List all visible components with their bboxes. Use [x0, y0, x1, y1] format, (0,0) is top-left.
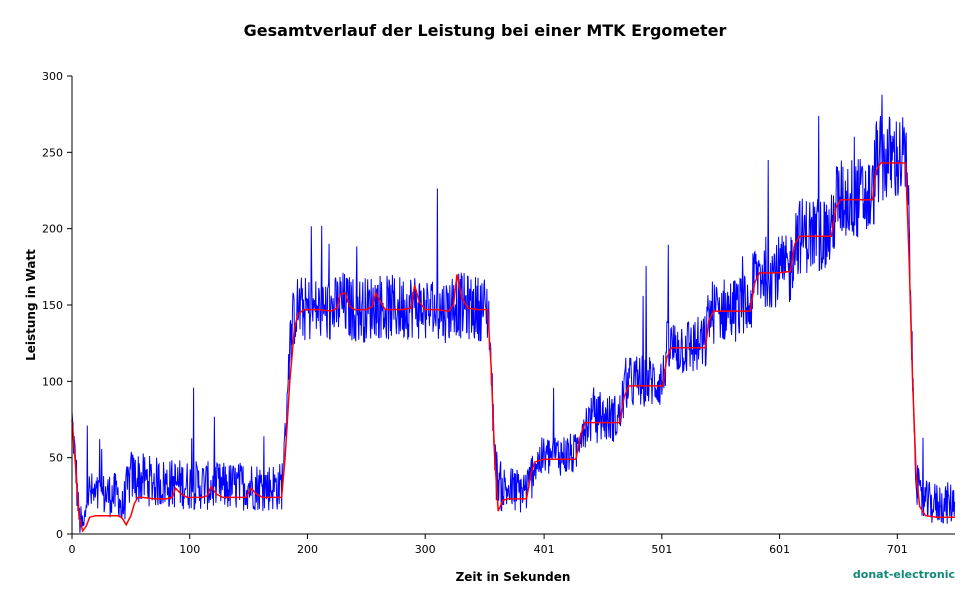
x-tick-label: 501	[651, 543, 672, 556]
x-tick-label: 100	[179, 543, 200, 556]
x-tick-label: 401	[534, 543, 555, 556]
x-tick-label: 300	[415, 543, 436, 556]
x-tick-label: 701	[887, 543, 908, 556]
watermark-logo: donat-electronic	[853, 568, 955, 581]
y-tick-label: 250	[42, 146, 63, 159]
plot-area	[71, 94, 956, 533]
y-tick-label: 300	[42, 70, 63, 83]
x-axis-title: Zeit in Sekunden	[456, 570, 571, 584]
x-axis-ticks: 0 100 200 300 401 501 601 701	[69, 534, 908, 556]
x-tick-label: 200	[297, 543, 318, 556]
y-tick-label: 100	[42, 375, 63, 388]
y-axis-title: Leistung in Watt	[24, 249, 38, 361]
y-axis-title-group: Leistung in Watt	[24, 249, 38, 361]
series-line-smoothed	[71, 162, 955, 533]
y-tick-label: 50	[49, 452, 63, 465]
x-tick-label: 601	[769, 543, 790, 556]
y-tick-label: 150	[42, 299, 63, 312]
chart-title: Gesamtverlauf der Leistung bei einer MTK…	[244, 21, 727, 40]
y-tick-label: 200	[42, 223, 63, 236]
y-tick-label: 0	[56, 528, 63, 541]
series-line-raw	[71, 94, 956, 533]
y-axis-ticks: 0 50 100 150 200 250 300	[42, 70, 72, 541]
x-tick-label: 0	[69, 543, 76, 556]
